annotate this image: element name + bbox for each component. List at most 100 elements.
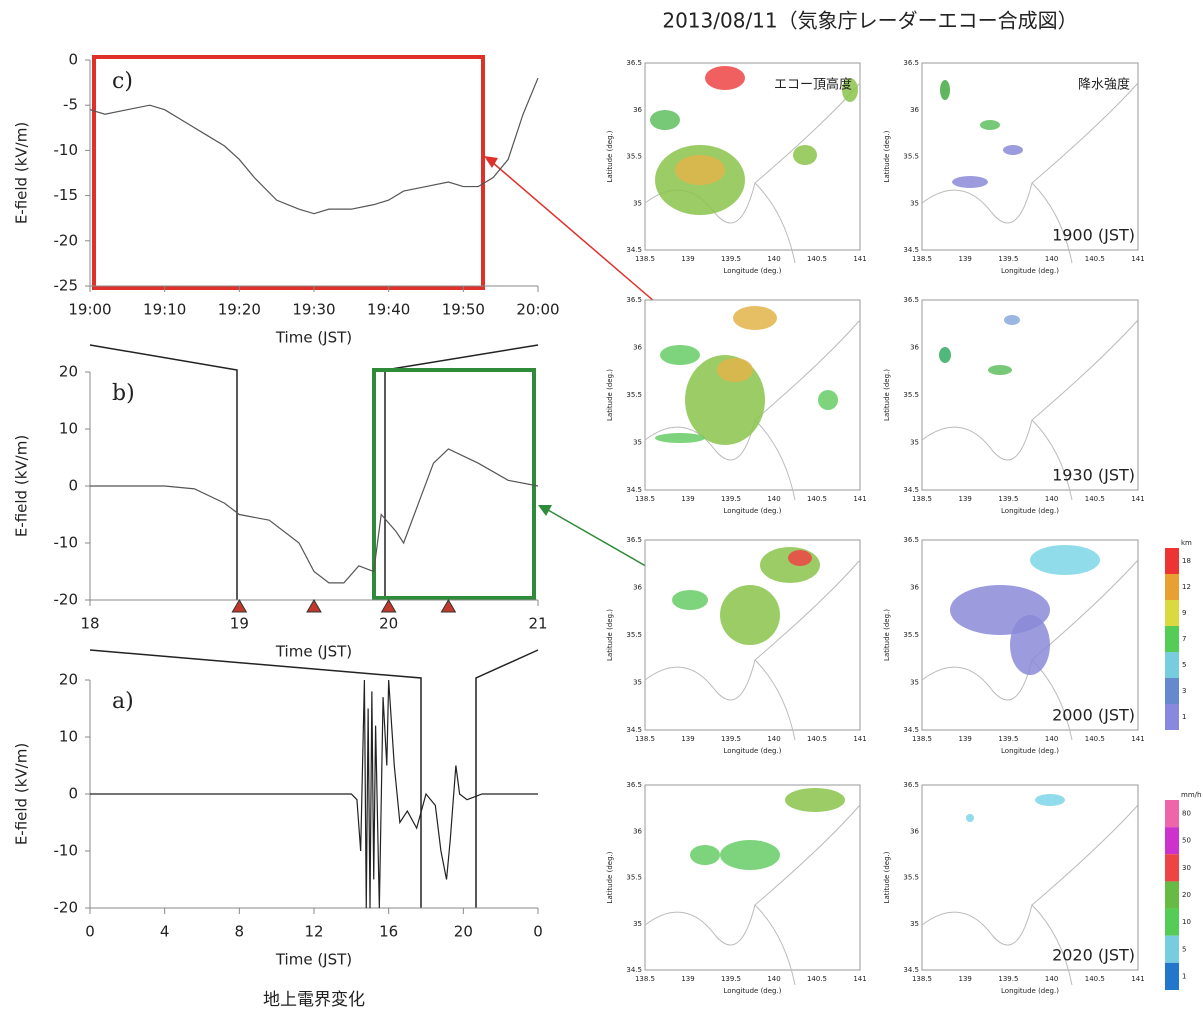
y-tick-label: -25 (54, 277, 79, 295)
lat-tick-label: 34.5 (626, 486, 642, 494)
colorbar-cell (1165, 909, 1179, 936)
lon-axis-label: Longitude (deg.) (724, 267, 782, 275)
lon-tick-label: 138.5 (635, 735, 655, 743)
lat-tick-label: 36.5 (626, 59, 642, 67)
x-tick-label: 20:00 (516, 301, 559, 319)
x-tick-label: 8 (235, 923, 245, 941)
colorbar-cell (1165, 704, 1179, 730)
lat-tick-label: 36 (633, 106, 642, 114)
lat-tick-label: 35 (910, 679, 919, 687)
colorbar-cell (1165, 963, 1179, 990)
zoom-line (476, 650, 538, 908)
lat-tick-label: 35.5 (626, 631, 642, 639)
lon-tick-label: 140 (767, 975, 780, 983)
colorbar-cell (1165, 548, 1179, 574)
lat-tick-label: 36.5 (903, 781, 919, 789)
colorbar-label: 5 (1182, 661, 1186, 669)
lon-tick-label: 140.5 (807, 975, 827, 983)
radar-echo (940, 80, 950, 100)
colorbar-label: 80 (1182, 810, 1191, 818)
lon-tick-label: 141 (1131, 735, 1144, 743)
colorbar-label: 12 (1182, 583, 1191, 591)
lon-tick-label: 139 (959, 735, 972, 743)
panel-label: b) (112, 381, 135, 406)
lat-tick-label: 36.5 (626, 781, 642, 789)
lon-tick-label: 140 (1045, 975, 1058, 983)
lat-tick-label: 35.5 (903, 874, 919, 882)
column-label: 降水強度 (1078, 77, 1130, 93)
time-label: 1900 (JST) (1052, 226, 1135, 245)
radar-echo (760, 547, 820, 583)
lat-tick-label: 35.5 (626, 153, 642, 161)
time-label: 2000 (JST) (1052, 706, 1135, 725)
y-tick-label: 10 (59, 728, 78, 746)
lat-axis-label: Latitude (deg.) (606, 851, 614, 903)
lon-tick-label: 140.5 (807, 735, 827, 743)
x-tick-label: 19:00 (68, 301, 111, 319)
lon-tick-label: 138.5 (635, 255, 655, 263)
lat-tick-label: 34.5 (626, 966, 642, 974)
y-tick-label: 10 (59, 420, 78, 438)
x-tick-label: 16 (379, 923, 398, 941)
colorbar-label: 18 (1182, 557, 1191, 565)
lon-tick-label: 139.5 (721, 735, 741, 743)
x-tick-label: 19:40 (367, 301, 410, 319)
colorbar-label: 10 (1182, 918, 1191, 926)
lon-tick-label: 138.5 (912, 735, 932, 743)
lon-tick-label: 140.5 (807, 255, 827, 263)
lat-tick-label: 36 (633, 344, 642, 352)
lon-tick-label: 139.5 (721, 975, 741, 983)
data-line (90, 78, 538, 214)
lon-tick-label: 139.5 (998, 975, 1018, 983)
lon-tick-label: 138.5 (912, 495, 932, 503)
x-tick-label: 0 (533, 923, 543, 941)
lon-tick-label: 140 (1045, 255, 1058, 263)
lat-tick-label: 36.5 (903, 296, 919, 304)
lat-tick-label: 36 (910, 106, 919, 114)
lat-tick-label: 36 (633, 584, 642, 592)
lon-tick-label: 139 (681, 255, 694, 263)
lightning-marker (307, 600, 321, 612)
lat-tick-label: 36.5 (626, 536, 642, 544)
lon-tick-label: 140.5 (1085, 255, 1105, 263)
x-tick-label: 21 (528, 615, 547, 633)
radar-echo (785, 788, 845, 812)
lat-tick-label: 36.5 (626, 296, 642, 304)
lightning-marker (232, 600, 246, 612)
colorbar-label: 1 (1182, 972, 1186, 980)
radar-echo (966, 814, 974, 822)
radar-echo (705, 66, 745, 90)
lightning-marker (382, 600, 396, 612)
radar-echo (939, 347, 951, 363)
lon-tick-label: 139 (959, 495, 972, 503)
y-tick-label: -20 (54, 899, 79, 917)
colorbar-label: 7 (1182, 635, 1186, 643)
lat-tick-label: 35.5 (626, 391, 642, 399)
y-axis-label: E-field (kV/m) (13, 122, 31, 224)
radar-echo (1003, 145, 1023, 155)
data-line (90, 449, 538, 583)
colorbar-cell (1165, 652, 1179, 678)
colorbar-unit: km (1181, 539, 1192, 547)
zoom-box (94, 57, 483, 288)
lat-tick-label: 36 (633, 827, 642, 835)
lon-axis-label: Longitude (deg.) (1001, 507, 1059, 515)
lon-tick-label: 139.5 (998, 735, 1018, 743)
colorbar-cell (1165, 936, 1179, 963)
x-axis-label: Time (JST) (275, 951, 352, 969)
lat-tick-label: 34.5 (903, 246, 919, 254)
lon-axis-label: Longitude (deg.) (724, 747, 782, 755)
lon-tick-label: 138.5 (912, 255, 932, 263)
lon-tick-label: 140 (1045, 735, 1058, 743)
x-tick-label: 19:10 (143, 301, 186, 319)
lon-tick-label: 138.5 (635, 975, 655, 983)
radar-echo (660, 345, 700, 365)
colorbar-cell (1165, 827, 1179, 854)
lat-axis-label: Latitude (deg.) (883, 369, 891, 421)
caption: 地上電界変化 (263, 990, 365, 1010)
lon-axis-label: Longitude (deg.) (724, 507, 782, 515)
lat-axis-label: Latitude (deg.) (883, 130, 891, 182)
lat-tick-label: 36.5 (903, 59, 919, 67)
x-tick-label: 0 (85, 923, 95, 941)
y-tick-label: -5 (63, 96, 78, 114)
